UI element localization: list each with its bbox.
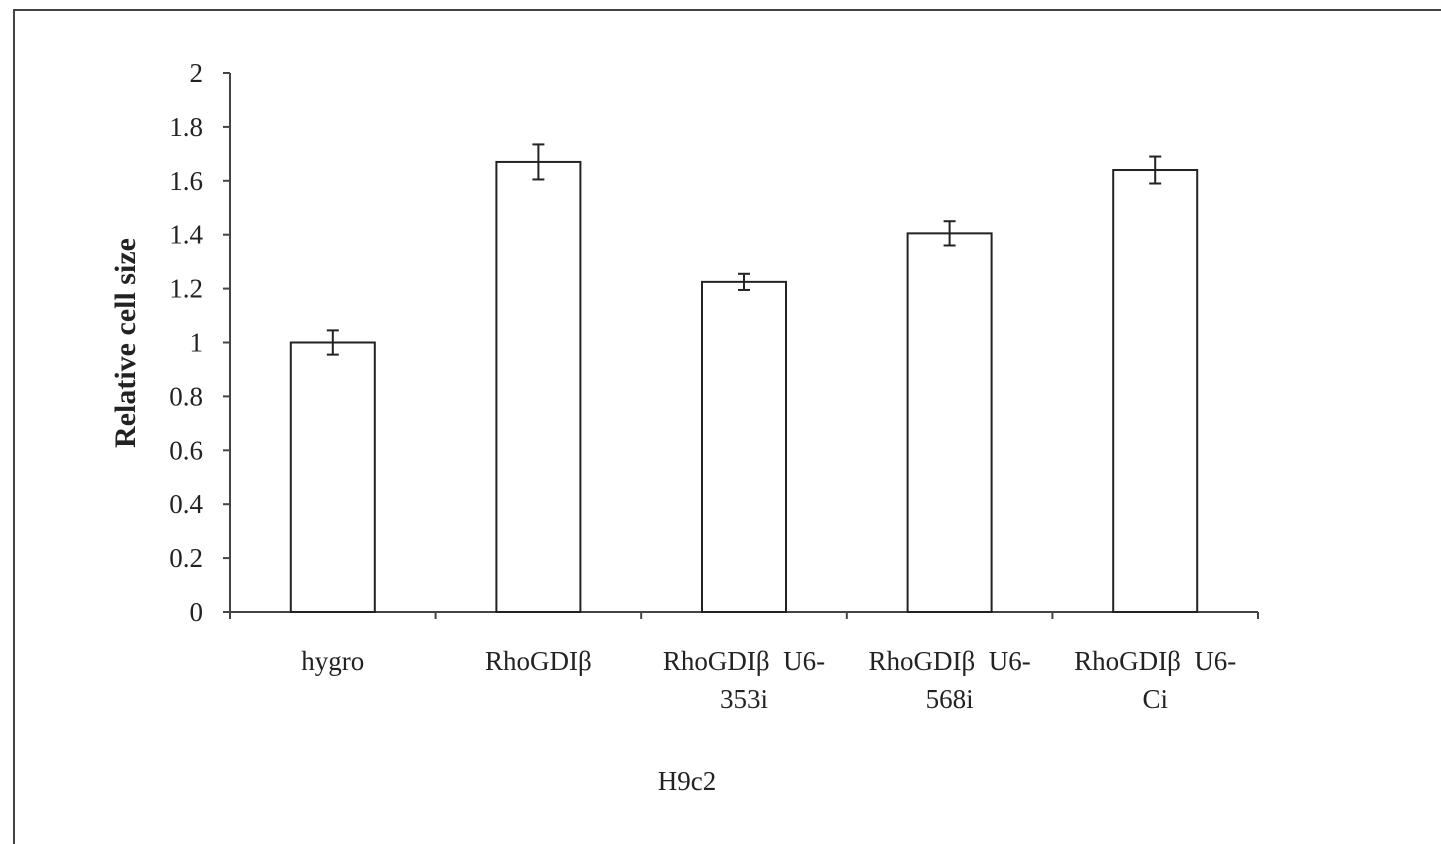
bar: [289, 341, 376, 613]
bar: [701, 280, 787, 613]
y-tick-label: 1.8: [169, 112, 203, 142]
error-bar: [1149, 155, 1162, 185]
y-tick-label: 0.2: [169, 543, 203, 573]
y-tick-label: 0: [190, 597, 204, 627]
y-axis-title: Relative cell size: [109, 238, 142, 448]
y-tick-label: 1.2: [169, 274, 203, 304]
bar: [906, 232, 993, 613]
y-tick-label: 1.6: [169, 166, 203, 196]
category-label: RhoGDIβ U6-: [868, 646, 1030, 676]
error-bar: [943, 220, 956, 247]
x-axis-title: H9c2: [658, 766, 716, 796]
y-tick-label: 1: [190, 328, 204, 358]
y-tick-label: 0.6: [169, 435, 203, 465]
error-bar: [532, 143, 545, 181]
category-labels: hygro RhoGDIβ RhoGDIβ U6- 353i RhoGDIβ U6- 56…: [301, 646, 1236, 714]
category-label: 353i: [720, 684, 768, 714]
category-label: hygro: [301, 646, 364, 676]
error-bars: [326, 143, 1162, 356]
category-label: RhoGDIβ U6-: [663, 646, 825, 676]
y-tick-label: 1.4: [169, 220, 203, 250]
category-label: RhoGDIβ U6-: [1074, 646, 1236, 676]
error-bar: [326, 329, 339, 356]
category-label: Ci: [1142, 684, 1168, 714]
y-tick-label: 0.8: [169, 381, 203, 411]
category-label: RhoGDIβ: [485, 646, 592, 676]
y-tick-label: 2: [190, 58, 204, 88]
bars: [289, 160, 1199, 614]
bar: [495, 160, 582, 613]
error-bar: [738, 272, 750, 291]
y-axis: 0 0.2 0.4 0.6 0.8 1 1.2 1.4 1.6 1.8 2: [169, 58, 231, 627]
bar: [1112, 169, 1199, 614]
y-tick-label: 0.4: [169, 489, 203, 519]
category-label: 568i: [926, 684, 974, 714]
